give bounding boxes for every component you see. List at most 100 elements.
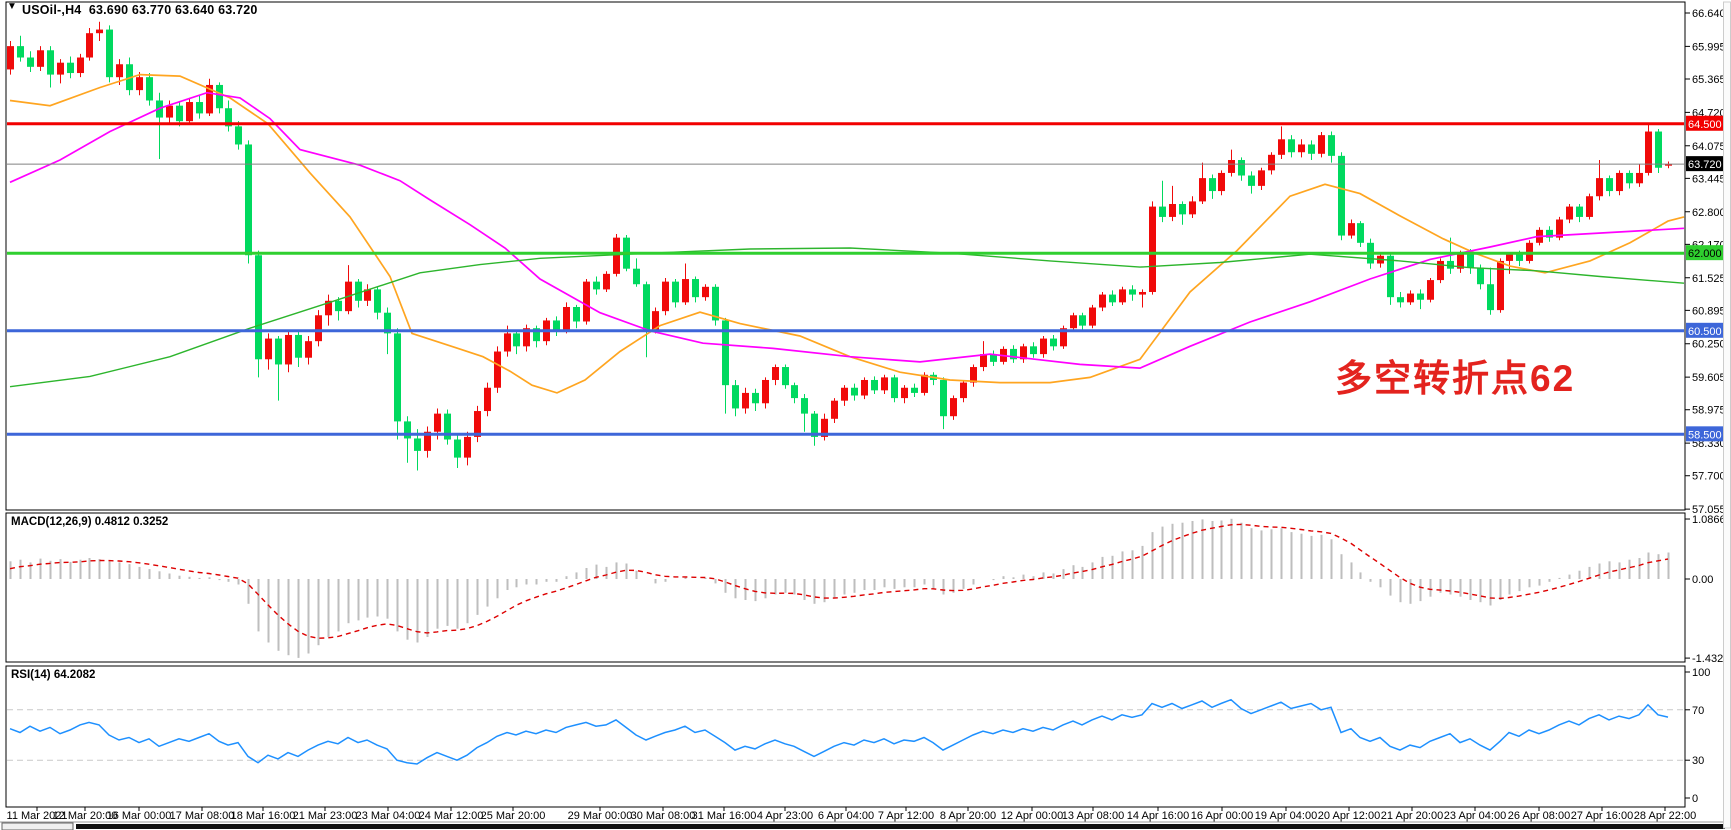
candle bbox=[563, 306, 570, 331]
main-chart-panel[interactable] bbox=[5, 1, 1686, 511]
symbol-dropdown-icon[interactable]: ▼ bbox=[7, 1, 17, 12]
candle bbox=[1050, 338, 1057, 347]
h-scrollbar-track[interactable] bbox=[1, 822, 74, 830]
candle bbox=[782, 367, 789, 386]
price-badge bbox=[1686, 426, 1730, 442]
time-axis-label: 27 Apr 16:00 bbox=[1571, 810, 1633, 822]
candle bbox=[285, 334, 292, 365]
candle bbox=[1209, 178, 1216, 192]
time-axis-label: 17 Mar 08:00 bbox=[170, 810, 235, 822]
candle bbox=[1199, 178, 1206, 202]
time-axis-label: 12 Mar 20:00 bbox=[53, 810, 118, 822]
candle bbox=[1288, 139, 1295, 153]
candle bbox=[1407, 293, 1414, 303]
candle bbox=[851, 387, 858, 396]
candle bbox=[1606, 178, 1613, 192]
candle bbox=[1010, 348, 1017, 360]
candle bbox=[752, 392, 759, 404]
time-axis-label: 18 Mar 16:00 bbox=[231, 810, 296, 822]
candle bbox=[1298, 144, 1305, 153]
rsi-panel[interactable] bbox=[5, 665, 1686, 808]
candle bbox=[980, 354, 987, 368]
time-axis-label: 25 Mar 20:00 bbox=[481, 810, 546, 822]
h-scrollbar-thumb[interactable] bbox=[76, 824, 1725, 829]
candle bbox=[27, 57, 34, 67]
candle bbox=[434, 413, 441, 432]
price-axis-label: 62.800 bbox=[1692, 207, 1726, 219]
v-scrollbar-track[interactable] bbox=[1723, 1, 1731, 829]
candle bbox=[583, 281, 590, 322]
candle bbox=[77, 57, 84, 74]
candle bbox=[881, 377, 888, 391]
candle bbox=[96, 29, 103, 34]
candle bbox=[950, 398, 957, 417]
candle bbox=[1566, 206, 1573, 220]
candle bbox=[801, 398, 808, 414]
candle bbox=[1070, 315, 1077, 329]
ma-slow-line bbox=[9, 247, 1685, 388]
candle bbox=[1030, 346, 1037, 355]
candle bbox=[364, 289, 371, 301]
candle bbox=[791, 385, 798, 399]
time-axis-label: 21 Mar 23:00 bbox=[293, 810, 358, 822]
price-badge-label: 64.500 bbox=[1688, 119, 1722, 131]
candle bbox=[1278, 139, 1285, 155]
time-axis-label: 14 Apr 16:00 bbox=[1127, 810, 1189, 822]
price-badge bbox=[1686, 245, 1730, 261]
candle bbox=[216, 84, 223, 109]
candle bbox=[960, 382, 967, 399]
candle bbox=[1655, 131, 1662, 168]
candle bbox=[86, 33, 93, 58]
candle bbox=[1645, 131, 1652, 173]
candle bbox=[1248, 175, 1255, 186]
candle bbox=[1169, 203, 1176, 217]
candle bbox=[911, 387, 918, 393]
candle bbox=[513, 333, 520, 347]
candle bbox=[1596, 178, 1603, 197]
candle bbox=[1268, 154, 1275, 171]
candle bbox=[265, 338, 272, 360]
price-axis-label: 57.055 bbox=[1692, 504, 1726, 516]
candle bbox=[732, 385, 739, 409]
candle bbox=[861, 379, 868, 396]
price-axis-label: 65.995 bbox=[1692, 41, 1726, 53]
macd-signal-line bbox=[9, 523, 1669, 639]
candle bbox=[990, 354, 997, 362]
candle bbox=[821, 418, 828, 437]
candle bbox=[533, 328, 540, 342]
candle bbox=[1516, 254, 1523, 261]
candle bbox=[1318, 135, 1325, 154]
time-axis-label: 30 Mar 08:00 bbox=[631, 810, 696, 822]
ma-mid-line bbox=[9, 91, 1685, 369]
candle bbox=[1119, 289, 1126, 303]
candle bbox=[1308, 144, 1315, 154]
candle bbox=[692, 279, 699, 298]
candle bbox=[424, 431, 431, 451]
price-axis-label: 65.365 bbox=[1692, 74, 1726, 86]
candle bbox=[1099, 294, 1106, 308]
candle bbox=[235, 126, 242, 145]
price-badge-label: 62.000 bbox=[1688, 248, 1722, 260]
candle bbox=[1089, 307, 1096, 326]
candle bbox=[1457, 253, 1464, 269]
candle bbox=[672, 281, 679, 303]
price-axis-label: 61.525 bbox=[1692, 273, 1726, 285]
candle bbox=[891, 377, 898, 399]
time-axis-label: 28 Apr 22:00 bbox=[1634, 810, 1696, 822]
candle bbox=[1387, 255, 1394, 298]
candle bbox=[166, 105, 173, 118]
time-axis-label: 31 Mar 16:00 bbox=[692, 810, 757, 822]
candle bbox=[1447, 260, 1454, 269]
rsi-line bbox=[9, 698, 1669, 765]
candle bbox=[106, 29, 113, 78]
candle bbox=[206, 84, 213, 114]
candle bbox=[57, 62, 64, 75]
macd-axis-label: 0.00 bbox=[1692, 574, 1713, 586]
candle bbox=[255, 255, 262, 360]
candle bbox=[811, 413, 818, 437]
price-axis-label: 58.975 bbox=[1692, 405, 1726, 417]
price-axis-label: 63.445 bbox=[1692, 173, 1726, 185]
candle bbox=[871, 379, 878, 391]
candle bbox=[1060, 328, 1067, 347]
